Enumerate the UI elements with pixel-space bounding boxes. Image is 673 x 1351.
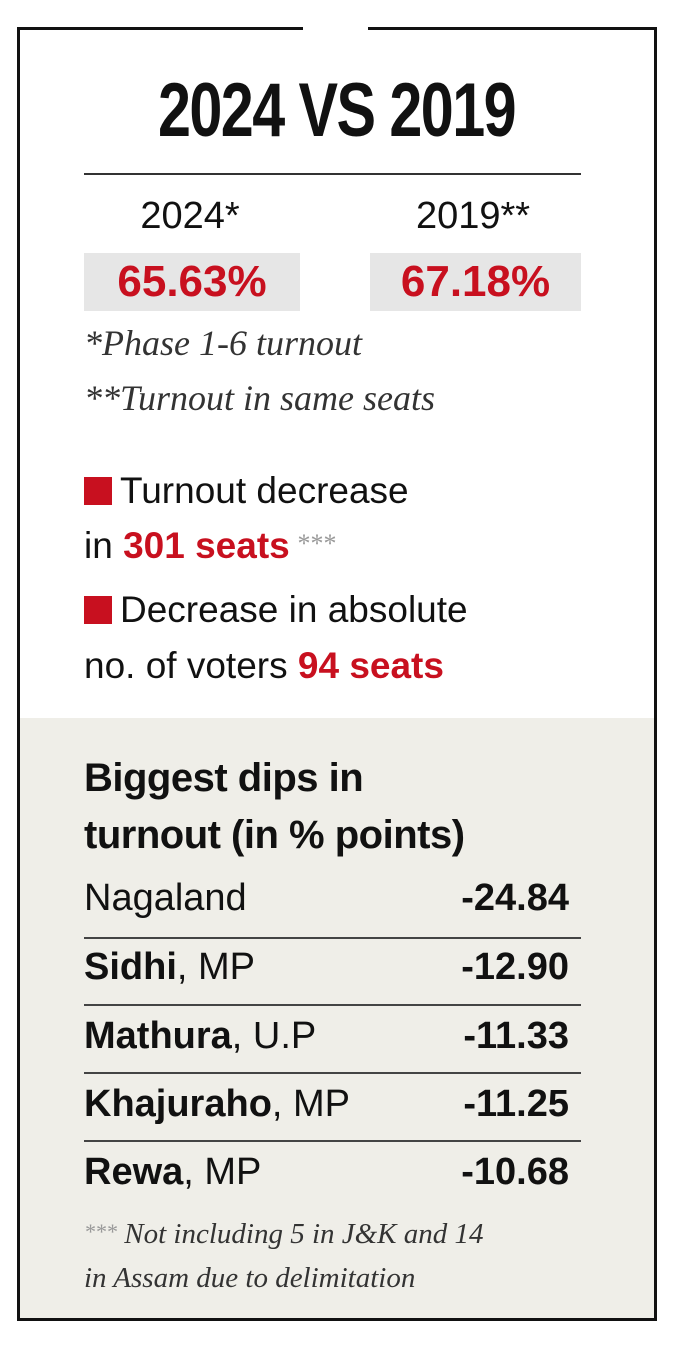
fact-stars: *** (289, 529, 336, 558)
year-2019-label: 2019** (415, 195, 531, 237)
year-2024-label: 2024* (140, 195, 240, 237)
row-divider (84, 1140, 581, 1142)
footnote-line: Not including 5 in J&K and 14 (117, 1218, 484, 1250)
infographic-frame (17, 27, 657, 1321)
row-divider (84, 937, 581, 939)
row-name: Rewa (84, 1151, 184, 1193)
fact-text: Turnout decrease (120, 470, 409, 511)
frame-top-left (17, 27, 303, 30)
row-value: -10.68 (461, 1151, 569, 1193)
fact-text: Decrease in absolute (120, 589, 468, 630)
fact-text: no. of voters (84, 645, 298, 686)
fact-text: in (84, 525, 124, 566)
fact-2-line1: Decrease in absolute (84, 589, 468, 631)
row-value: -24.84 (461, 877, 569, 919)
row-value: -11.33 (463, 1015, 569, 1057)
table-row: Sidhi, MP -12.90 (84, 933, 581, 1001)
footnote-line: in Assam due to delimitation (84, 1262, 416, 1294)
note-phase: *Phase 1-6 turnout (84, 323, 362, 363)
frame-top-right (368, 27, 657, 30)
row-region: , MP (176, 946, 256, 988)
turnout-2019: 67.18% (370, 253, 581, 311)
footnote: *** Not including 5 in J&K and 14 in Assa… (84, 1210, 484, 1300)
fact-1-line1: Turnout decrease (84, 470, 409, 512)
title: 2024 VS 2019 (157, 68, 517, 153)
dips-panel (20, 718, 654, 1318)
fact-2-line2: no. of voters 94 seats (84, 645, 444, 687)
heading-line: turnout (in % points) (84, 813, 465, 857)
heading-line: Biggest dips in (84, 756, 364, 800)
footnote-stars: *** (84, 1219, 117, 1244)
table-row: Rewa, MP -10.68 (84, 1138, 581, 1206)
row-name: Mathura (84, 1015, 232, 1057)
row-region: , MP (271, 1083, 351, 1125)
fact-1-line2: in 301 seats *** (84, 525, 335, 567)
fact-highlight: 301 seats (123, 525, 290, 566)
row-region: , U.P (231, 1015, 317, 1057)
row-value: -12.90 (461, 946, 569, 988)
red-square-bullet-icon (84, 477, 112, 505)
row-region: , MP (183, 1151, 262, 1193)
divider (84, 173, 581, 175)
table-row: Khajuraho, MP -11.25 (84, 1070, 581, 1138)
row-name: Khajuraho (84, 1083, 272, 1125)
red-square-bullet-icon (84, 596, 112, 624)
row-divider (84, 1072, 581, 1074)
table-row: Mathura, U.P -11.33 (84, 1002, 581, 1070)
row-value: -11.25 (463, 1083, 569, 1125)
row-name: Nagaland (84, 877, 247, 919)
turnout-2024: 65.63% (84, 253, 300, 311)
note-same-seats: **Turnout in same seats (84, 378, 436, 418)
dips-heading: Biggest dips in turnout (in % points) (84, 750, 465, 864)
fact-highlight: 94 seats (297, 645, 444, 686)
row-divider (84, 1004, 581, 1006)
table-row: Nagaland -24.84 (84, 864, 581, 932)
row-name: Sidhi (84, 946, 177, 988)
